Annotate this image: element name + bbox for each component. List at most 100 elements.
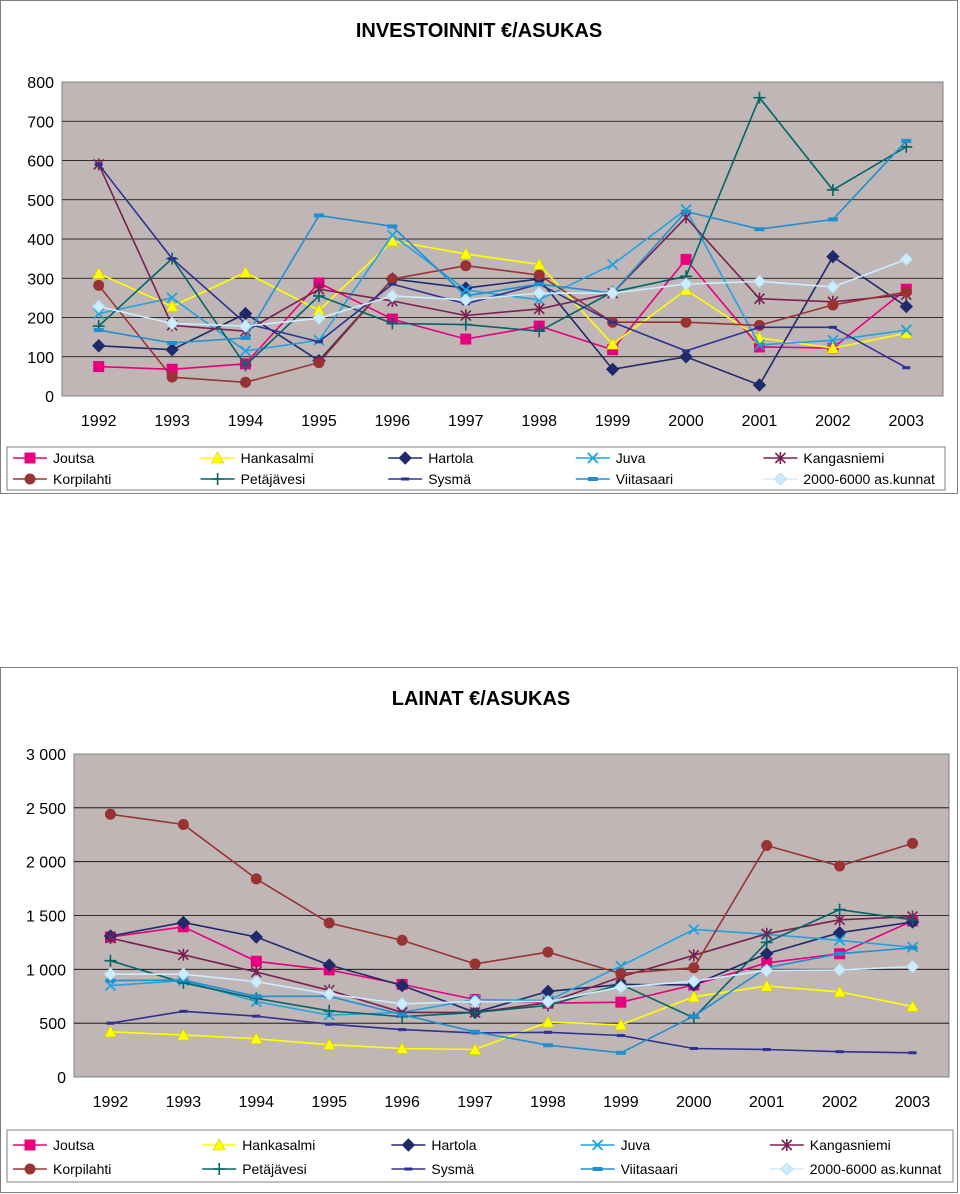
investoinnit-legend: Joutsa Hankasalmi Hartola Juva Kangasniemi Ko… — [6, 446, 946, 491]
investoinnit-series-korpilahti-point — [386, 273, 398, 285]
lainat-legend-item: Hankasalmi — [202, 1137, 315, 1153]
investoinnit-x-tick-label: 1996 — [375, 413, 411, 430]
lainat-legend-swatch-marker — [592, 1167, 603, 1171]
investoinnit-legend-box — [6, 446, 946, 491]
lainat-legend-item: Korpilahti — [13, 1161, 111, 1177]
lainat-series-sysmä-line — [110, 1010, 913, 1054]
investoinnit-series-viitasaari-point — [827, 217, 838, 222]
lainat-series-petäjävesi-point — [469, 1006, 482, 1019]
lainat-series-hartola — [103, 915, 920, 1020]
lainat-legend-swatch-marker — [401, 1138, 416, 1152]
investoinnit-series-hankasalmi-point — [239, 265, 253, 278]
investoinnit-legend-label: Petäjävesi — [241, 471, 306, 487]
investoinnit-legend-label: Viitasaari — [616, 471, 673, 487]
lainat-legend-item: 2000-6000 as.kunnat — [769, 1161, 942, 1177]
lainat-series-hankasalmi — [103, 979, 920, 1055]
investoinnit-series-hartola-point — [605, 362, 620, 377]
investoinnit-series-hankasalmi-point — [92, 266, 106, 279]
lainat-series-korpilahti-point — [542, 946, 554, 958]
lainat-legend-item: Juva — [580, 1137, 650, 1153]
lainat-series-hankasalmi-point — [176, 1028, 190, 1041]
lainat-series-2000-6000-as-kunnat-point — [103, 967, 118, 981]
investoinnit-series-kangasniemi-point — [753, 292, 766, 305]
investoinnit-series-juva-point — [900, 324, 912, 336]
investoinnit-series-korpilahti-point — [166, 371, 178, 383]
lainat-legend-item: Viitasaari — [580, 1161, 678, 1177]
lainat-x-tick-label: 1996 — [384, 1094, 420, 1111]
investoinnit-series-viitasaari-line — [98, 140, 907, 344]
investoinnit-series-joutsa-point — [93, 361, 105, 373]
investoinnit-series-viitasaari-point — [901, 138, 912, 143]
lainat-series-2000-6000-as-kunnat-line — [110, 965, 913, 1005]
investoinnit-series-sysmä-point — [828, 325, 837, 329]
investoinnit-x-tick-label: 1992 — [81, 413, 117, 430]
investoinnit-series-hartola-point — [752, 378, 767, 392]
investoinnit-series-sysmä — [94, 162, 911, 370]
lainat-x-tick-label: 1994 — [238, 1094, 274, 1111]
lainat-x-tick-label: 1992 — [93, 1094, 129, 1111]
lainat-y-tick-label: 3 000 — [26, 747, 66, 764]
lainat-legend-label: Hankasalmi — [242, 1137, 315, 1153]
lainat-legend-item: Kangasniemi — [769, 1137, 891, 1153]
lainat-series-viitasaari-point — [470, 1029, 481, 1034]
lainat-legend-label: 2000-6000 as.kunnat — [810, 1161, 942, 1177]
investoinnit-legend-label: Korpilahti — [53, 471, 111, 487]
investoinnit-x-tick-label: 1999 — [595, 413, 631, 430]
lainat-series-sysmä — [106, 1009, 917, 1055]
lainat-series-sysmä-point — [252, 1014, 261, 1018]
investoinnit-series-sysmä-point — [388, 282, 397, 286]
investoinnit-y-tick-label: 800 — [27, 75, 54, 92]
investoinnit-series-2000-6000-as-kunnat-point — [312, 311, 326, 325]
investoinnit-series-2000-6000-as-kunnat-point — [752, 274, 767, 289]
investoinnit-series-sysmä-point — [902, 366, 911, 370]
investoinnit-series-petäjävesi-point — [459, 318, 472, 331]
investoinnit-series-2000-6000-as-kunnat-point — [605, 286, 620, 300]
lainat-series-korpilahti-point — [615, 968, 627, 980]
lainat-series-hankasalmi-point — [614, 1018, 628, 1031]
lainat-series-hankasalmi-point — [760, 979, 774, 992]
investoinnit-legend-label: Sysmä — [428, 471, 471, 487]
investoinnit-series-petäjävesi-point — [239, 359, 252, 372]
lainat-series-kangasniemi-point — [177, 948, 189, 961]
investoinnit-series-hankasalmi-point — [459, 247, 473, 260]
investoinnit-series-viitasaari-point — [240, 335, 251, 340]
lainat-legend-swatch-marker — [24, 1139, 36, 1151]
investoinnit-y-tick-label: 100 — [27, 350, 54, 367]
investoinnit-legend-label: Joutsa — [53, 450, 94, 466]
investoinnit-series-korpilahti-point — [680, 316, 692, 328]
lainat-y-tick-label: 1 500 — [26, 909, 66, 926]
investoinnit-chart: INVESTOINNIT €/ASUKAS 0 100 200 300 400 500 600… — [6, 20, 946, 491]
investoinnit-series-juva-point — [386, 229, 399, 241]
lainat-gridlines — [74, 807, 949, 1024]
investoinnit-x-tick-label: 2003 — [888, 413, 924, 430]
lainat-series-hankasalmi-point — [395, 1041, 409, 1054]
investoinnit-legend-label: Hartola — [428, 450, 473, 466]
lainat-legend-label: Joutsa — [53, 1137, 94, 1153]
investoinnit-series-joutsa-point — [460, 333, 472, 345]
lainat-series-sysmä-point — [762, 1048, 771, 1052]
investoinnit-legend-swatch-marker — [398, 451, 412, 465]
lainat-legend-label: Viitasaari — [621, 1161, 678, 1177]
investoinnit-series-2000-6000-as-kunnat-point — [532, 286, 546, 300]
investoinnit-y-tick-label: 600 — [27, 154, 54, 171]
investoinnit-series-juva-point — [827, 334, 839, 346]
lainat-series-hartola-point — [322, 958, 336, 972]
lainat-y-tick-label: 0 — [57, 1070, 66, 1087]
lainat-series-2000-6000-as-kunnat — [103, 959, 920, 1011]
lainat-series-2000-6000-as-kunnat-point — [468, 994, 482, 1009]
investoinnit-series-juva-point — [606, 258, 619, 271]
investoinnit-legend-swatch-marker — [773, 472, 788, 486]
lainat-legend-swatch-marker — [780, 1162, 794, 1176]
lainat-chart-panel: LAINAT €/ASUKAS 0 500 1 000 1 500 2 000 2 500 3… — [0, 667, 958, 1193]
investoinnit-series-2000-6000-as-kunnat-point — [679, 277, 693, 291]
lainat-series-petäjävesi-point — [760, 936, 773, 949]
investoinnit-legend-item: Juva — [575, 450, 646, 466]
lainat-x-tick-label: 1993 — [166, 1094, 202, 1111]
lainat-legend-item: Joutsa — [13, 1137, 94, 1153]
lainat-series-juva-point — [833, 934, 846, 946]
investoinnit-series-hartola-point — [826, 249, 840, 264]
lainat-series-viitasaari-point — [688, 1014, 699, 1019]
lainat-series-sysmä-point — [325, 1022, 334, 1026]
investoinnit-series-hankasalmi-point — [826, 341, 840, 354]
lainat-y-tick-label: 500 — [39, 1016, 66, 1033]
